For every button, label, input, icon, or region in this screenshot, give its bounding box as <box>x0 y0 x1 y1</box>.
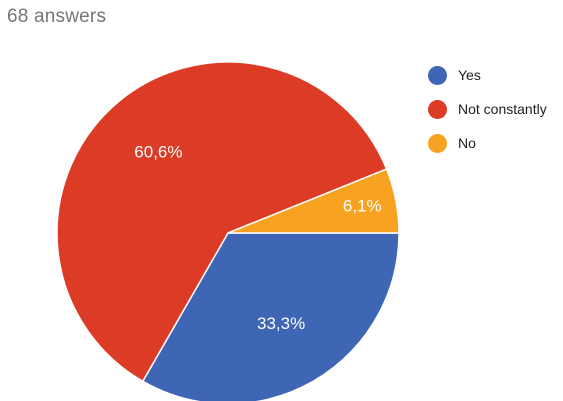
slice-label-not-constantly: 60,6% <box>134 143 182 162</box>
legend-item-yes[interactable]: Yes <box>428 58 547 92</box>
legend-swatch-no <box>428 133 447 153</box>
slice-label-yes: 33,3% <box>257 314 305 333</box>
pie-slice-yes[interactable] <box>141 232 400 401</box>
chart-legend: Yes Not constantly No <box>428 58 547 160</box>
legend-swatch-not-constantly <box>428 99 447 119</box>
answers-count: 68 answers <box>7 6 107 27</box>
pie-slices <box>56 61 400 401</box>
pie-slice-labels: 33,3% 60,6% 6,1% <box>134 143 381 334</box>
legend-label-yes: Yes <box>458 67 481 83</box>
legend-swatch-yes <box>428 65 447 85</box>
slice-label-no: 6,1% <box>343 196 382 215</box>
pie-slice-no[interactable] <box>227 168 400 234</box>
legend-label-no: No <box>458 135 476 151</box>
pie-slice-not-constantly[interactable] <box>56 61 388 383</box>
legend-item-not-constantly[interactable]: Not constantly <box>428 92 547 126</box>
legend-item-no[interactable]: No <box>428 126 547 160</box>
legend-label-not-constantly: Not constantly <box>458 101 547 117</box>
